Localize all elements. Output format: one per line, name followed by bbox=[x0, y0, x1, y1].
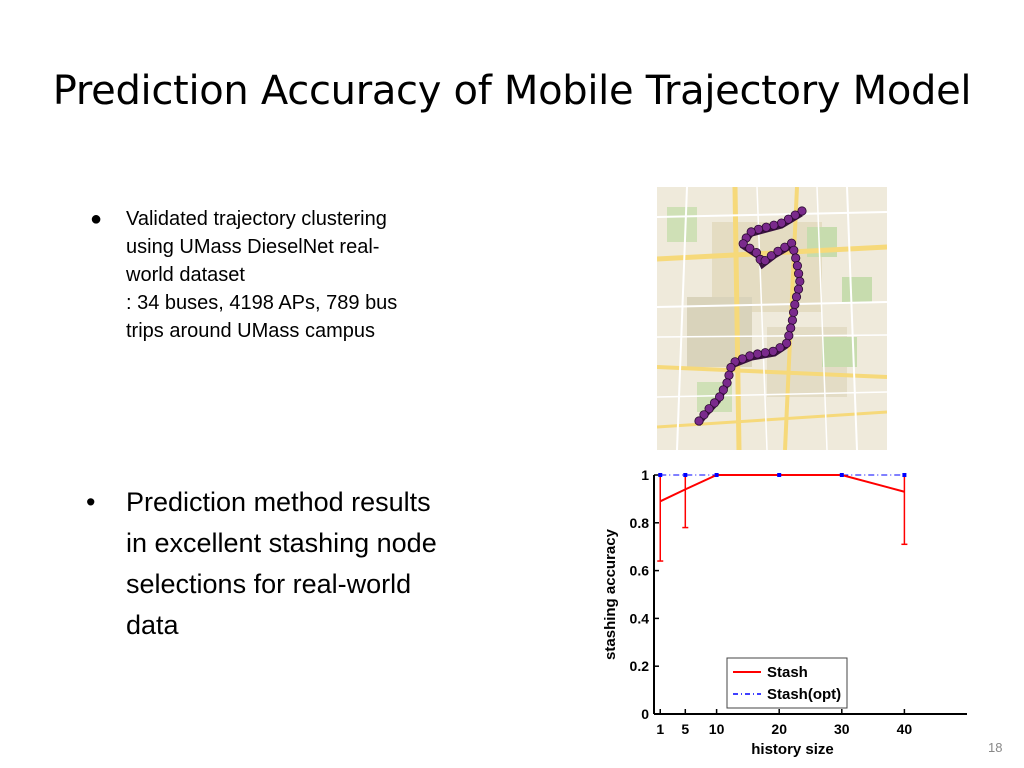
trajectory-marker bbox=[709, 398, 720, 408]
trajectory-marker bbox=[704, 404, 714, 414]
trajectory-marker bbox=[795, 276, 805, 287]
bullet-text: Prediction method results in excellent s… bbox=[126, 482, 506, 646]
map-icon bbox=[657, 187, 887, 450]
trajectory-marker bbox=[751, 247, 762, 258]
trajectory-marker bbox=[790, 210, 800, 220]
bullet-text: Validated trajectory clustering using UM… bbox=[126, 205, 486, 345]
trajectory-marker bbox=[718, 385, 728, 395]
bullet-line: Validated trajectory clustering bbox=[126, 208, 387, 230]
x-tick-label: 40 bbox=[897, 721, 913, 737]
trajectory-marker bbox=[776, 218, 787, 228]
trajectory-marker bbox=[782, 338, 792, 348]
slide-number: 18 bbox=[988, 740, 1003, 755]
trajectory-marker bbox=[787, 315, 797, 325]
data-point-stash-opt bbox=[683, 473, 688, 477]
bullet-line: Prediction method results bbox=[126, 487, 431, 517]
trajectory-marker bbox=[784, 331, 794, 341]
trajectory-marker bbox=[797, 206, 807, 216]
bullet-line: world dataset bbox=[126, 264, 245, 286]
bullet-line: in excellent stashing node bbox=[126, 528, 437, 558]
trajectory-marker bbox=[794, 269, 804, 279]
y-tick-label: 0.8 bbox=[630, 515, 650, 531]
trajectory-marker bbox=[694, 416, 704, 426]
trajectory-marker bbox=[789, 307, 799, 318]
trajectory-marker bbox=[738, 239, 748, 249]
trajectory-marker bbox=[790, 300, 800, 310]
bullet-line: using UMass DieselNet real- bbox=[126, 236, 380, 258]
trajectory-marker bbox=[766, 251, 777, 261]
y-tick-label: 1 bbox=[641, 467, 649, 483]
x-tick-label: 1 bbox=[656, 721, 664, 737]
data-point-stash-opt bbox=[658, 473, 663, 477]
bullet-line: trips around UMass campus bbox=[126, 320, 375, 342]
trajectory-marker bbox=[745, 243, 755, 253]
campus-map-image bbox=[657, 187, 887, 450]
trajectory-marker bbox=[722, 378, 732, 388]
bullet-line: : 34 buses, 4198 APs, 789 bus bbox=[126, 292, 398, 314]
trajectory-marker bbox=[726, 362, 736, 373]
legend-box bbox=[726, 657, 848, 709]
y-axis-label: stashing accuracy bbox=[602, 528, 619, 660]
x-axis-label: history size bbox=[751, 741, 834, 758]
trajectory-marker bbox=[783, 214, 793, 224]
x-tick-label: 10 bbox=[709, 721, 725, 737]
trajectory-marker bbox=[760, 256, 770, 266]
trajectory-marker bbox=[768, 346, 778, 356]
trajectory-marker bbox=[791, 253, 801, 263]
data-point-stash-opt bbox=[902, 473, 907, 477]
accuracy-chart-svg: 0 0.2 0.4 0.6 0.8 1 1 5 10 20 30 40 history size stas… bbox=[602, 467, 967, 758]
trajectory-marker bbox=[793, 284, 804, 294]
x-tick-label: 30 bbox=[834, 721, 850, 737]
trajectory-marker bbox=[699, 410, 709, 420]
trajectory-marker bbox=[769, 220, 779, 230]
y-tick-label: 0.6 bbox=[630, 563, 650, 579]
trajectory-marker bbox=[791, 292, 802, 302]
bullet-marker: • bbox=[86, 487, 96, 517]
data-point-stash-opt bbox=[777, 473, 782, 477]
data-point-stash-opt bbox=[714, 473, 719, 477]
data-point-stash-opt bbox=[839, 473, 844, 477]
trajectory-marker bbox=[780, 242, 790, 252]
trajectory-marker bbox=[786, 323, 796, 333]
trajectory-marker bbox=[714, 392, 725, 402]
y-tick-label: 0.2 bbox=[630, 658, 650, 674]
trajectory-marker bbox=[792, 261, 802, 271]
series-line-stash bbox=[659, 474, 905, 503]
legend-label-stash: Stash bbox=[767, 664, 808, 681]
trajectory-marker bbox=[789, 245, 799, 255]
accuracy-chart: 0 0.2 0.4 0.6 0.8 1 1 5 10 20 30 40 history size stas… bbox=[595, 462, 975, 762]
slide-title: Prediction Accuracy of Mobile Trajectory… bbox=[52, 68, 972, 114]
bullet-marker: ● bbox=[90, 208, 103, 230]
bullet-line: data bbox=[126, 610, 179, 640]
trajectory-marker bbox=[724, 370, 734, 380]
x-tick-label: 5 bbox=[681, 721, 689, 737]
y-tick-label: 0 bbox=[641, 706, 649, 722]
bullet-line: selections for real-world bbox=[126, 569, 412, 599]
x-tick-label: 20 bbox=[771, 721, 787, 737]
trajectory-marker bbox=[752, 349, 763, 359]
trajectory-marker bbox=[761, 222, 771, 232]
y-tick-label: 0.4 bbox=[630, 610, 650, 626]
trajectory-marker bbox=[760, 348, 770, 358]
legend-label-stash-opt: Stash(opt) bbox=[767, 686, 841, 703]
trajectory-marker bbox=[773, 246, 783, 256]
trajectory-marker bbox=[746, 227, 756, 237]
